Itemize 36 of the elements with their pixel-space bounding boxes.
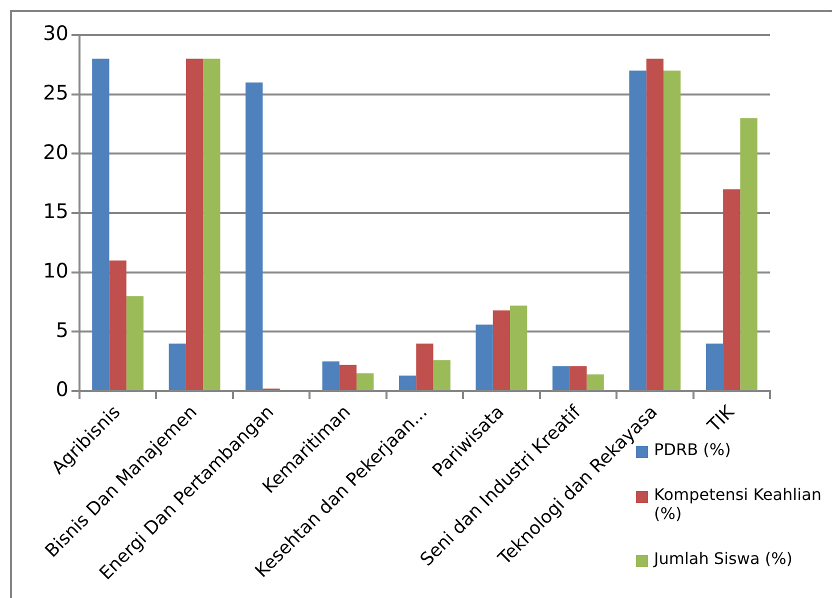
bar [492,310,510,390]
bar [339,364,357,390]
bar [109,260,126,390]
y-tick-label: 20 [42,140,68,164]
bar [723,189,740,390]
bar [203,58,220,390]
bar [186,58,204,390]
y-tick-label: 30 [42,21,68,46]
bar [322,361,340,390]
bar [646,58,664,390]
bar [510,306,528,390]
legend-label: Jumlah Siswa (%) [654,549,793,568]
y-tick-label: 15 [42,199,68,224]
bar [740,118,758,390]
bar [570,366,587,390]
bar [168,344,186,390]
y-tick-label: 25 [42,80,68,105]
bar [92,58,110,390]
legend-label: PDRB (%) [654,440,731,459]
bar [433,360,450,390]
bar [476,324,493,390]
y-tick-label: 5 [56,318,68,342]
bar [399,376,416,390]
bar [246,82,263,390]
bar [586,374,604,390]
bar [706,344,724,390]
bar [629,70,646,390]
bar [356,373,374,390]
y-tick-label: 0 [56,377,68,402]
y-tick-label: 10 [42,258,68,283]
bar [416,344,434,390]
bar [552,366,570,390]
bar [126,296,144,390]
x-tick-label: TIK [703,400,740,438]
bar [663,70,681,390]
legend-label: Kompetensi Keahlian (%) [654,485,823,523]
